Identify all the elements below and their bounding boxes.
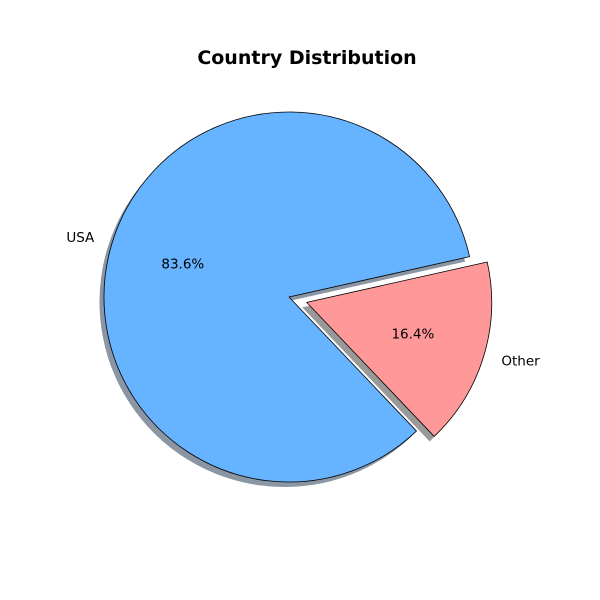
- slice-percent-usa: 83.6%: [161, 257, 204, 273]
- slice-label-other: Other: [501, 354, 540, 370]
- pie-labels: USA 83.6% Other 16.4%: [66, 230, 540, 370]
- pie-wedges: [103, 111, 493, 483]
- chart-title: Country Distribution: [197, 47, 416, 69]
- pie-slice-usa: [103, 111, 470, 483]
- slice-label-usa: USA: [66, 230, 95, 246]
- pie-slice-other: [306, 261, 493, 437]
- slice-percent-other: 16.4%: [391, 327, 434, 343]
